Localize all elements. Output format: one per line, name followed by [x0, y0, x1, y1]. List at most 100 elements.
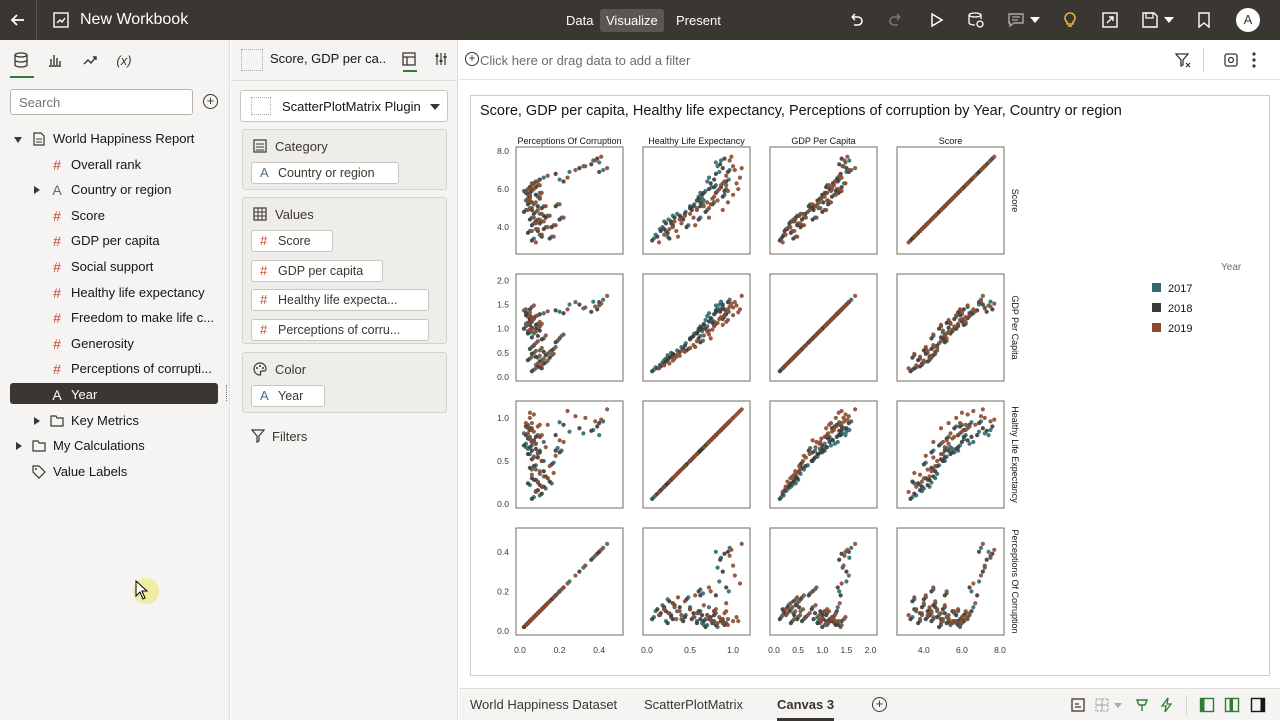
data-point[interactable]: [780, 489, 785, 495]
data-point[interactable]: [525, 230, 531, 235]
filter-placeholder[interactable]: Click here or drag data to add a filter: [480, 53, 691, 68]
data-point[interactable]: [533, 467, 538, 472]
data-point[interactable]: [853, 293, 858, 298]
data-point[interactable]: [543, 204, 548, 209]
data-point[interactable]: [535, 451, 540, 457]
data-point[interactable]: [701, 603, 706, 608]
data-point[interactable]: [976, 549, 982, 554]
data-point[interactable]: [717, 169, 722, 175]
data-point[interactable]: [539, 337, 544, 342]
data-point[interactable]: [799, 217, 805, 222]
data-point[interactable]: [674, 617, 679, 622]
data-point[interactable]: [925, 467, 930, 472]
data-point[interactable]: [706, 215, 712, 220]
data-point[interactable]: [701, 198, 706, 203]
data-point[interactable]: [553, 171, 558, 176]
data-point[interactable]: [708, 181, 713, 186]
data-point[interactable]: [597, 169, 602, 175]
data-point[interactable]: [815, 620, 820, 626]
data-point[interactable]: [715, 198, 720, 203]
data-point[interactable]: [662, 226, 667, 232]
data-point[interactable]: [839, 619, 844, 624]
data-point[interactable]: [703, 209, 708, 215]
data-point[interactable]: [940, 607, 945, 612]
data-point[interactable]: [817, 613, 822, 618]
data-point[interactable]: [694, 620, 700, 626]
data-point[interactable]: [687, 458, 693, 464]
data-point[interactable]: [699, 613, 705, 618]
data-point[interactable]: [809, 607, 814, 612]
data-point[interactable]: [801, 223, 807, 228]
data-point[interactable]: [734, 181, 739, 186]
matrix-cell[interactable]: [642, 527, 751, 636]
data-point[interactable]: [916, 620, 921, 626]
data-point[interactable]: [842, 553, 847, 558]
data-point[interactable]: [967, 424, 972, 429]
data-point[interactable]: [785, 479, 790, 484]
data-point[interactable]: [698, 340, 703, 345]
data-point[interactable]: [992, 547, 997, 552]
data-point[interactable]: [691, 215, 696, 220]
right-panel-toggle-icon[interactable]: [1250, 697, 1266, 713]
data-point[interactable]: [589, 557, 594, 562]
data-point[interactable]: [807, 451, 812, 457]
matrix-cell[interactable]: [515, 400, 624, 509]
data-point[interactable]: [543, 215, 548, 220]
data-point[interactable]: [675, 595, 681, 600]
data-point[interactable]: [837, 601, 842, 606]
data-point[interactable]: [599, 154, 604, 159]
data-point[interactable]: [917, 228, 923, 234]
data-point[interactable]: [837, 589, 842, 594]
data-point[interactable]: [682, 599, 687, 604]
data-point[interactable]: [730, 164, 736, 169]
data-point[interactable]: [810, 589, 815, 594]
data-point[interactable]: [818, 439, 823, 445]
data-point[interactable]: [957, 307, 963, 312]
data-point[interactable]: [682, 213, 687, 218]
data-point[interactable]: [720, 194, 725, 199]
data-point[interactable]: [833, 415, 838, 421]
data-point[interactable]: [722, 156, 727, 161]
grammar-pill[interactable]: A Year: [251, 385, 325, 407]
data-point[interactable]: [921, 601, 926, 606]
data-point[interactable]: [682, 615, 687, 620]
data-point[interactable]: [818, 206, 823, 211]
data-point[interactable]: [833, 611, 838, 616]
data-point[interactable]: [593, 553, 598, 558]
data-point[interactable]: [986, 433, 991, 438]
data-point[interactable]: [693, 344, 698, 350]
data-point[interactable]: [931, 332, 936, 337]
data-point[interactable]: [722, 551, 727, 556]
data-point[interactable]: [553, 340, 558, 345]
data-point[interactable]: [712, 177, 717, 182]
data-point[interactable]: [565, 307, 570, 312]
data-point[interactable]: [667, 236, 672, 241]
data-point[interactable]: [567, 169, 572, 175]
data-point[interactable]: [801, 344, 807, 350]
data-point[interactable]: [921, 462, 926, 467]
data-point[interactable]: [663, 221, 669, 226]
data-point[interactable]: [916, 481, 921, 486]
data-point[interactable]: [539, 206, 544, 211]
data-point[interactable]: [803, 615, 808, 620]
data-point[interactable]: [533, 221, 538, 226]
undo-icon[interactable]: [846, 10, 866, 30]
data-point[interactable]: [797, 613, 803, 618]
data-point[interactable]: [720, 569, 725, 574]
lightbulb-icon[interactable]: [1060, 10, 1080, 30]
data-point[interactable]: [725, 622, 731, 628]
data-point[interactable]: [732, 300, 737, 305]
data-point[interactable]: [545, 358, 550, 363]
data-point[interactable]: [801, 593, 807, 598]
tree-item[interactable]: # Healthy life expectancy: [0, 281, 230, 305]
data-point[interactable]: [567, 429, 572, 434]
data-point[interactable]: [839, 420, 844, 426]
data-point[interactable]: [670, 351, 675, 356]
data-point[interactable]: [837, 162, 842, 167]
data-point[interactable]: [732, 573, 737, 578]
data-point[interactable]: [992, 417, 997, 422]
data-point[interactable]: [736, 186, 741, 192]
data-point[interactable]: [825, 431, 831, 436]
data-point[interactable]: [837, 557, 842, 562]
data-point[interactable]: [990, 424, 995, 429]
